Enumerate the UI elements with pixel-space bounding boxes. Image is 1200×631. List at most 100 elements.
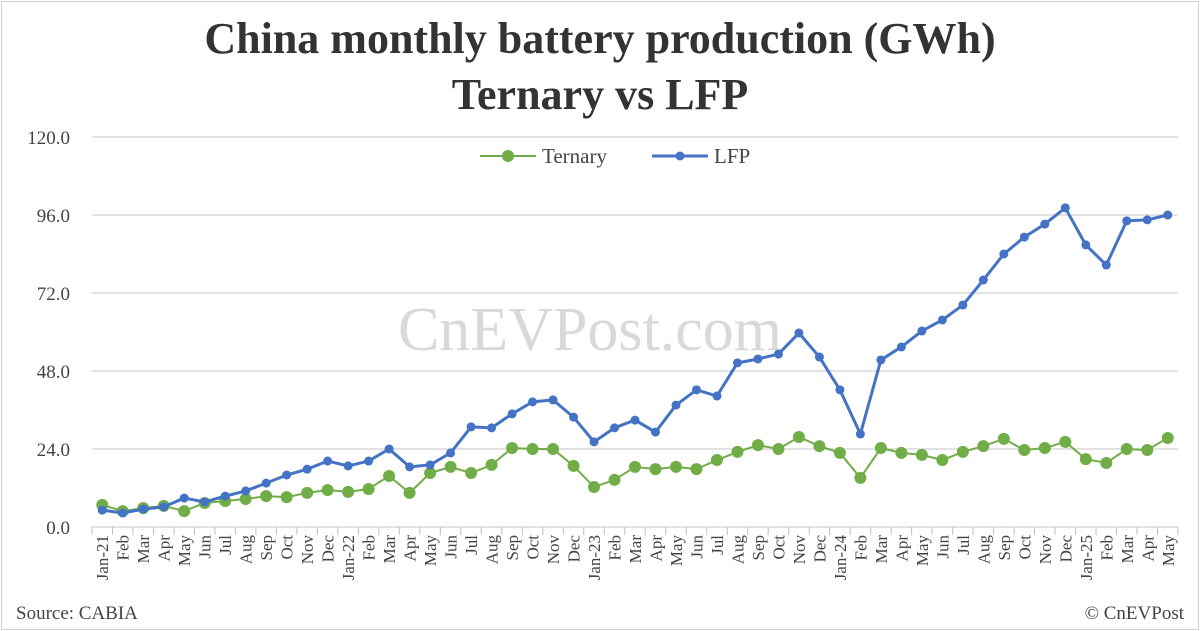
x-tick-label: Nov bbox=[298, 535, 317, 565]
x-tick-label: Mar bbox=[1118, 535, 1137, 564]
data-point-ternary bbox=[403, 486, 416, 499]
x-tick-label: Apr bbox=[892, 535, 911, 562]
data-point-ternary bbox=[956, 445, 969, 458]
data-point-ternary bbox=[465, 467, 478, 480]
x-tick-label: Feb bbox=[114, 535, 133, 561]
data-point-ternary bbox=[1141, 443, 1154, 456]
data-point-ternary bbox=[260, 490, 273, 503]
x-tick-label: Mar bbox=[626, 535, 645, 564]
x-tick-label: May bbox=[1159, 535, 1178, 567]
data-point-lfp bbox=[999, 249, 1009, 259]
data-point-ternary bbox=[1018, 443, 1031, 456]
data-point-ternary bbox=[997, 432, 1010, 445]
x-tick-label: Dec bbox=[565, 535, 584, 563]
x-tick-label: May bbox=[667, 535, 686, 567]
chart-subtitle: Ternary vs LFP bbox=[451, 70, 749, 119]
data-point-ternary bbox=[895, 446, 908, 459]
data-point-ternary bbox=[649, 463, 662, 476]
x-tick-label: Feb bbox=[606, 535, 625, 561]
data-point-lfp bbox=[1060, 203, 1070, 213]
x-tick-label: Sep bbox=[749, 535, 768, 561]
data-point-ternary bbox=[444, 460, 457, 473]
data-point-ternary bbox=[915, 448, 928, 461]
x-tick-label: Nov bbox=[1036, 535, 1055, 565]
data-point-ternary bbox=[874, 442, 887, 455]
x-tick-label: Aug bbox=[237, 535, 256, 565]
source-note: Source: CABIA bbox=[16, 603, 138, 624]
x-tick-label: Oct bbox=[1015, 535, 1034, 560]
data-point-ternary bbox=[669, 460, 682, 473]
x-tick-label: Sep bbox=[503, 535, 522, 561]
data-point-lfp bbox=[835, 385, 845, 395]
data-point-lfp bbox=[118, 508, 128, 518]
data-point-lfp bbox=[487, 423, 497, 433]
data-point-lfp bbox=[814, 352, 824, 362]
data-point-ternary bbox=[1161, 431, 1174, 444]
data-point-ternary bbox=[526, 443, 539, 455]
x-tick-label: Oct bbox=[769, 535, 788, 560]
x-tick-label: Apr bbox=[155, 535, 174, 562]
y-tick-label: 72.0 bbox=[37, 284, 70, 305]
data-point-ternary bbox=[383, 469, 396, 482]
data-point-ternary bbox=[710, 454, 723, 467]
x-tick-label: Jun bbox=[442, 535, 461, 559]
data-point-ternary bbox=[977, 440, 990, 453]
x-tick-label: Feb bbox=[360, 535, 379, 561]
legend-marker bbox=[675, 151, 685, 161]
data-point-lfp bbox=[323, 456, 333, 466]
data-point-lfp bbox=[220, 491, 230, 501]
x-tick-label: Jan-23 bbox=[585, 535, 604, 580]
x-tick-label: Apr bbox=[401, 535, 420, 562]
data-point-ternary bbox=[1079, 453, 1092, 466]
data-point-lfp bbox=[671, 400, 681, 410]
x-tick-label: Jan-24 bbox=[831, 535, 850, 581]
data-point-ternary bbox=[731, 445, 744, 458]
x-tick-label: Jun bbox=[196, 535, 215, 559]
chart-title: China monthly battery production (GWh) bbox=[204, 14, 996, 63]
data-point-ternary bbox=[833, 446, 846, 459]
y-tick-label: 120.0 bbox=[27, 128, 70, 149]
data-point-ternary bbox=[178, 505, 191, 518]
data-point-lfp bbox=[732, 358, 742, 368]
x-tick-label: Oct bbox=[278, 535, 297, 560]
data-point-lfp bbox=[773, 349, 783, 359]
data-point-ternary bbox=[854, 471, 867, 484]
data-point-lfp bbox=[282, 470, 292, 480]
data-point-ternary bbox=[690, 463, 703, 476]
data-point-ternary bbox=[936, 454, 949, 467]
y-tick-label: 24.0 bbox=[37, 440, 70, 461]
y-tick-label: 0.0 bbox=[46, 518, 70, 539]
x-tick-label: Jul bbox=[462, 535, 481, 555]
x-tick-label: Aug bbox=[483, 535, 502, 565]
data-point-lfp bbox=[97, 505, 107, 515]
data-point-lfp bbox=[179, 493, 189, 503]
legend-label: LFP bbox=[714, 144, 750, 168]
x-tick-label: May bbox=[913, 535, 932, 567]
x-tick-label: May bbox=[421, 535, 440, 567]
data-point-ternary bbox=[321, 483, 334, 496]
x-tick-label: Jan-21 bbox=[93, 535, 112, 580]
data-point-lfp bbox=[343, 461, 353, 471]
data-point-lfp bbox=[138, 504, 148, 514]
data-point-ternary bbox=[301, 486, 314, 499]
data-point-ternary bbox=[424, 467, 437, 480]
x-tick-label: Jan-22 bbox=[339, 535, 358, 580]
data-point-lfp bbox=[978, 275, 988, 285]
y-tick-label: 48.0 bbox=[37, 362, 70, 383]
data-point-ternary bbox=[1100, 456, 1113, 469]
data-point-lfp bbox=[917, 326, 927, 336]
data-point-lfp bbox=[589, 437, 599, 447]
x-tick-label: Nov bbox=[790, 535, 809, 565]
x-tick-label: Dec bbox=[1056, 535, 1075, 563]
data-point-ternary bbox=[1038, 442, 1051, 455]
y-tick-label: 96.0 bbox=[37, 206, 70, 227]
data-point-lfp bbox=[405, 462, 415, 472]
data-point-lfp bbox=[446, 448, 456, 458]
data-point-lfp bbox=[1122, 216, 1132, 226]
x-tick-label: Jun bbox=[933, 535, 952, 559]
data-point-ternary bbox=[485, 458, 498, 471]
data-point-ternary bbox=[567, 459, 580, 472]
data-point-lfp bbox=[364, 456, 374, 466]
data-point-lfp bbox=[896, 342, 906, 352]
